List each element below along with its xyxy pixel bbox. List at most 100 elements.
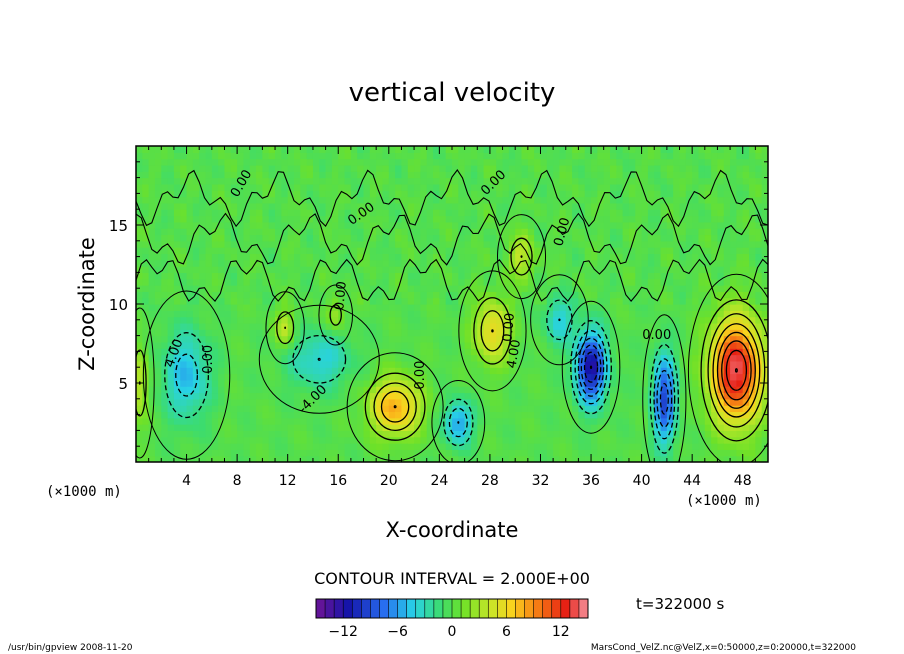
field-cell [755,228,763,236]
field-cell [464,183,472,191]
field-cell [679,367,687,375]
field-cell [445,386,453,394]
field-cell [281,360,289,368]
field-cell [534,272,542,280]
field-cell [243,373,251,381]
field-cell [692,177,700,185]
field-cell [186,335,194,343]
field-cell [515,183,523,191]
field-cell [591,278,598,286]
field-cell [218,354,226,362]
field-cell [211,183,219,191]
field-cell [211,360,219,368]
field-cell [211,329,219,337]
field-cell [692,297,700,305]
field-cell [711,285,719,292]
field-cell [243,171,251,179]
field-cell [275,158,282,166]
field-cell [433,240,440,248]
field-cell [275,190,282,198]
field-cell [723,316,731,324]
field-cell [199,405,207,413]
field-cell [559,443,567,450]
field-cell [628,171,636,179]
field-cell [136,417,143,425]
field-cell [186,436,194,444]
field-cell [369,316,377,324]
field-cell [224,152,232,160]
field-cell [477,455,485,462]
field-cell [376,171,384,179]
field-cell [218,373,226,381]
field-cell [452,335,459,343]
field-cell [641,202,649,210]
field-cell [344,297,352,305]
field-cell [717,177,725,185]
field-cell [426,405,434,413]
field-cell [458,392,466,400]
field-cell [237,196,245,204]
field-cell [344,202,352,210]
field-cell [357,146,365,153]
field-cell [591,367,598,375]
field-cell [565,177,573,185]
field-cell [685,146,693,153]
field-cell [262,215,270,223]
field-cell [173,304,181,311]
field-cell [698,209,706,217]
field-cell [439,417,447,425]
field-cell [546,367,554,375]
field-cell [325,386,333,394]
field-cell [350,335,358,343]
field-cell [382,360,390,368]
field-cell [641,297,649,305]
field-cell [546,417,554,425]
field-cell [515,278,523,286]
field-cell [136,354,143,362]
field-cell [357,234,365,242]
field-cell [211,322,219,330]
field-cell [489,341,497,349]
field-cell [692,329,700,337]
field-cell [268,272,276,280]
field-cell [192,354,200,362]
field-cell [470,417,478,425]
field-cell [489,247,497,255]
field-cell [256,455,263,462]
field-cell [300,146,308,153]
field-cell [363,190,371,198]
field-cell [698,411,706,419]
field-cell [357,411,365,419]
field-cell [452,209,459,217]
field-cell [173,285,181,292]
field-cell [211,190,219,198]
field-cell [483,266,491,273]
field-cell [673,215,681,223]
field-cell [300,322,308,330]
field-cell [749,253,756,261]
field-cell [641,348,649,356]
field-cell [692,291,700,299]
field-cell [489,171,497,179]
field-cell [761,177,768,185]
field-cell [154,335,162,343]
field-cell [654,341,662,349]
field-cell [167,266,175,273]
field-cell [224,234,232,242]
field-cell [616,190,624,198]
field-cell [294,436,301,444]
field-cell [331,209,339,217]
field-cell [546,436,554,444]
field-cell [546,272,554,280]
field-cell [312,152,320,160]
field-cell [584,253,592,261]
field-cell [730,379,737,387]
field-cell [553,322,561,330]
field-cell [306,240,314,248]
field-cell [458,335,466,343]
field-cell [249,253,257,261]
field-cell [382,348,390,356]
field-cell [325,266,333,273]
field-cell [647,196,655,204]
field-cell [268,253,276,261]
